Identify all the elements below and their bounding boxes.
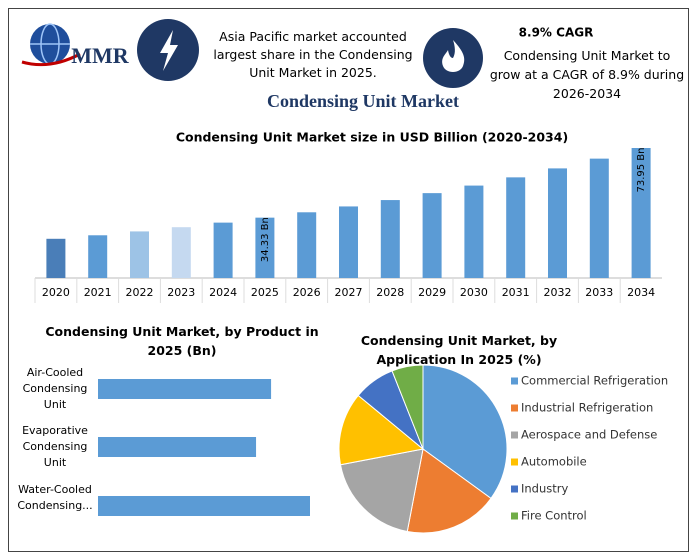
value-label: 73.95 Bn (636, 147, 647, 192)
y-tick-label: Water-Cooled Condensing... (17, 483, 93, 512)
x-tick-label: 2024 (209, 286, 237, 299)
legend-label: Commercial Refrigeration (521, 374, 668, 388)
x-tick-label: 2025 (251, 286, 279, 299)
flame (442, 40, 465, 72)
cagr-text: Condensing Unit Market to grow at a CAGR… (489, 48, 685, 101)
bar (98, 496, 310, 516)
logo-swoosh (21, 52, 81, 67)
legend-label: Industry (521, 482, 568, 496)
highlight-text: Asia Pacific market accounted largest sh… (213, 29, 413, 80)
x-tick-label: 2021 (84, 286, 112, 299)
bar (213, 222, 233, 278)
bar (422, 193, 442, 278)
x-tick-label: 2026 (293, 286, 321, 299)
x-tick-label: 2033 (585, 286, 613, 299)
legend-swatch (511, 485, 518, 493)
legend-label: Aerospace and Defense (521, 428, 657, 442)
bar (548, 168, 567, 278)
pie-slice (406, 448, 492, 534)
logo-text: MMR (71, 43, 130, 68)
bar (130, 231, 149, 278)
pie-slice (391, 364, 424, 450)
x-tick-label: 2030 (460, 286, 488, 299)
bar (98, 437, 257, 457)
bar (88, 235, 108, 278)
bar (631, 148, 651, 278)
y-tick-label: Evaporative Condensing Unit (22, 424, 88, 469)
lightning-bolt (160, 30, 178, 71)
x-tick-label: 2022 (126, 286, 154, 299)
legend-label: Industrial Refrigeration (521, 401, 653, 415)
bar (464, 185, 484, 278)
chart-title: Condensing Unit Market size in USD Billi… (176, 130, 568, 145)
bar (339, 206, 358, 278)
pie-slice (422, 364, 508, 500)
legend-label: Fire Control (521, 509, 587, 523)
bar (171, 227, 191, 278)
x-tick-label: 2031 (502, 286, 530, 299)
value-label: 34.33 Bn (260, 217, 271, 262)
pie-slice (338, 394, 425, 466)
x-tick-label: 2032 (544, 286, 572, 299)
bar (255, 217, 275, 278)
cagr-title: 8.9% CAGR (519, 26, 594, 40)
legend-swatch (511, 404, 518, 412)
legend-swatch (511, 377, 518, 385)
x-tick-label: 2020 (42, 286, 70, 299)
x-tick-label: 2029 (418, 286, 446, 299)
bar (589, 158, 609, 278)
x-tick-label: 2023 (167, 286, 195, 299)
bar (297, 212, 317, 278)
legend-label: Automobile (521, 455, 587, 469)
bar (380, 200, 400, 278)
frame (8, 8, 689, 552)
x-tick-label: 2034 (627, 286, 655, 299)
bar (506, 177, 526, 278)
x-tick-label: 2027 (335, 286, 363, 299)
x-tick-label: 2028 (376, 286, 404, 299)
main-title: Condensing Unit Market (267, 91, 459, 111)
legend-swatch (511, 512, 518, 520)
bar (46, 238, 66, 278)
legend-swatch (511, 431, 518, 439)
bar (98, 379, 272, 399)
pie-slice (339, 448, 424, 533)
chart-title: Condensing Unit Market, by Application I… (360, 333, 558, 367)
chart-title: Condensing Unit Market, by Product in 20… (45, 324, 319, 358)
y-tick-label: Air-Cooled Condensing Unit (22, 366, 88, 411)
legend-swatch (511, 458, 518, 466)
